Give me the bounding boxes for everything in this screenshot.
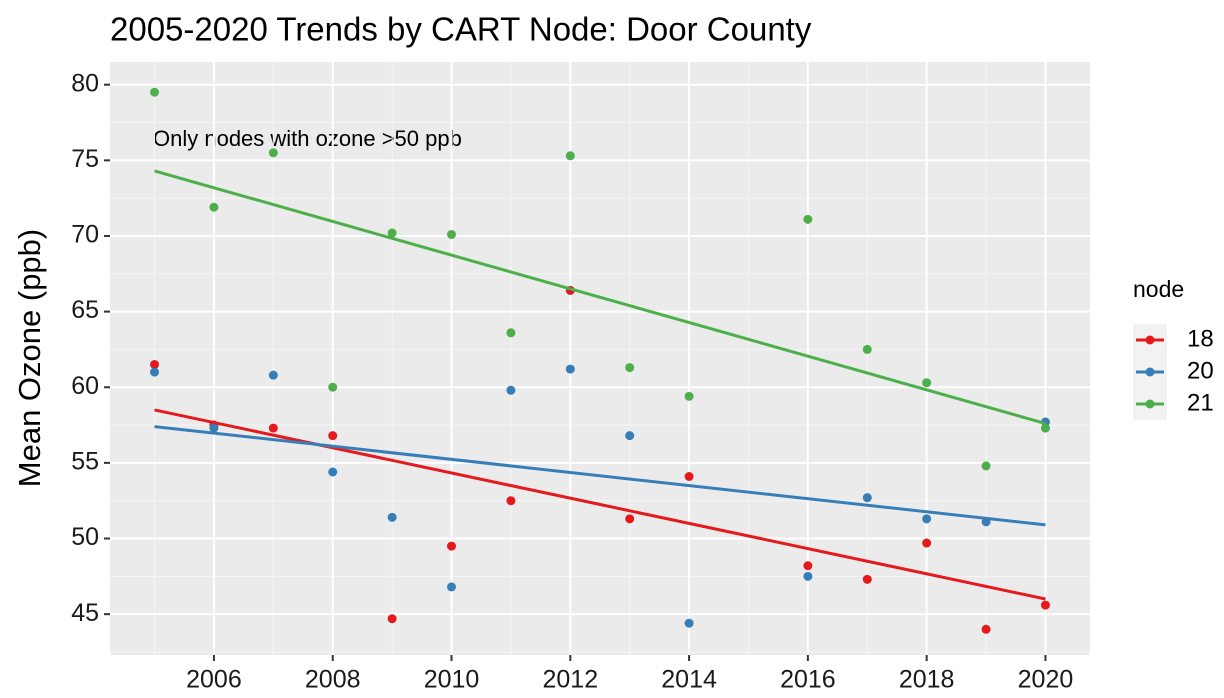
point bbox=[268, 423, 278, 433]
y-axis-label: Mean Ozone (ppb) bbox=[12, 229, 47, 487]
legend-point bbox=[1145, 367, 1155, 377]
x-tick-label: 2016 bbox=[780, 666, 836, 694]
point bbox=[803, 214, 813, 224]
point bbox=[803, 561, 813, 571]
trend-line bbox=[154, 425, 1046, 527]
point bbox=[447, 229, 457, 239]
legend-point bbox=[1145, 399, 1155, 409]
y-tick-label: 80 bbox=[71, 69, 99, 97]
point bbox=[387, 512, 397, 522]
legend-title: node bbox=[1133, 276, 1184, 302]
point bbox=[625, 514, 635, 524]
legend-point bbox=[1145, 335, 1155, 345]
y-tick-label: 50 bbox=[71, 523, 99, 551]
point bbox=[387, 228, 397, 238]
y-tick-label: 70 bbox=[71, 221, 99, 249]
point bbox=[684, 471, 694, 481]
point bbox=[625, 431, 635, 441]
point bbox=[862, 344, 872, 354]
trend-line bbox=[154, 169, 1046, 425]
x-tick-label: 2008 bbox=[305, 666, 361, 694]
point bbox=[268, 370, 278, 380]
panel bbox=[110, 62, 1090, 655]
point bbox=[625, 363, 635, 373]
point bbox=[1040, 423, 1050, 433]
legend-label: 21 bbox=[1187, 389, 1214, 416]
point bbox=[1040, 600, 1050, 610]
point bbox=[862, 493, 872, 503]
point bbox=[506, 385, 516, 395]
point bbox=[328, 431, 338, 441]
annotation: Only nodes with ozone >50 ppb bbox=[153, 126, 462, 151]
point bbox=[803, 571, 813, 581]
y-tick-label: 55 bbox=[71, 447, 99, 475]
x-tick-label: 2014 bbox=[661, 666, 717, 694]
legend-label: 18 bbox=[1187, 325, 1214, 352]
point bbox=[447, 541, 457, 551]
point bbox=[268, 148, 278, 158]
point bbox=[922, 538, 932, 548]
chart-title: 2005-2020 Trends by CART Node: Door Coun… bbox=[110, 11, 812, 48]
point bbox=[922, 378, 932, 388]
x-tick-label: 2018 bbox=[899, 666, 955, 694]
point bbox=[209, 202, 219, 212]
point bbox=[150, 367, 160, 377]
y-tick-label: 75 bbox=[71, 145, 99, 173]
x-tick-label: 2010 bbox=[424, 666, 480, 694]
x-tick-label: 2012 bbox=[542, 666, 598, 694]
point bbox=[150, 87, 160, 97]
point bbox=[506, 496, 516, 506]
point bbox=[922, 514, 932, 524]
y-tick-label: 60 bbox=[71, 372, 99, 400]
point bbox=[684, 391, 694, 401]
point bbox=[862, 574, 872, 584]
point bbox=[684, 618, 694, 628]
y-tick-label: 45 bbox=[71, 599, 99, 627]
point bbox=[447, 582, 457, 592]
x-tick-label: 2020 bbox=[1018, 666, 1074, 694]
point bbox=[150, 360, 160, 370]
point bbox=[565, 364, 575, 374]
x-tick-label: 2006 bbox=[186, 666, 242, 694]
point bbox=[328, 467, 338, 477]
y-tick-label: 65 bbox=[71, 296, 99, 324]
point bbox=[387, 614, 397, 624]
point bbox=[506, 328, 516, 338]
point bbox=[565, 151, 575, 161]
legend-label: 20 bbox=[1187, 357, 1214, 384]
trend-line bbox=[154, 408, 1046, 601]
point bbox=[209, 423, 219, 433]
point bbox=[981, 461, 991, 471]
point bbox=[328, 382, 338, 392]
point bbox=[981, 624, 991, 634]
